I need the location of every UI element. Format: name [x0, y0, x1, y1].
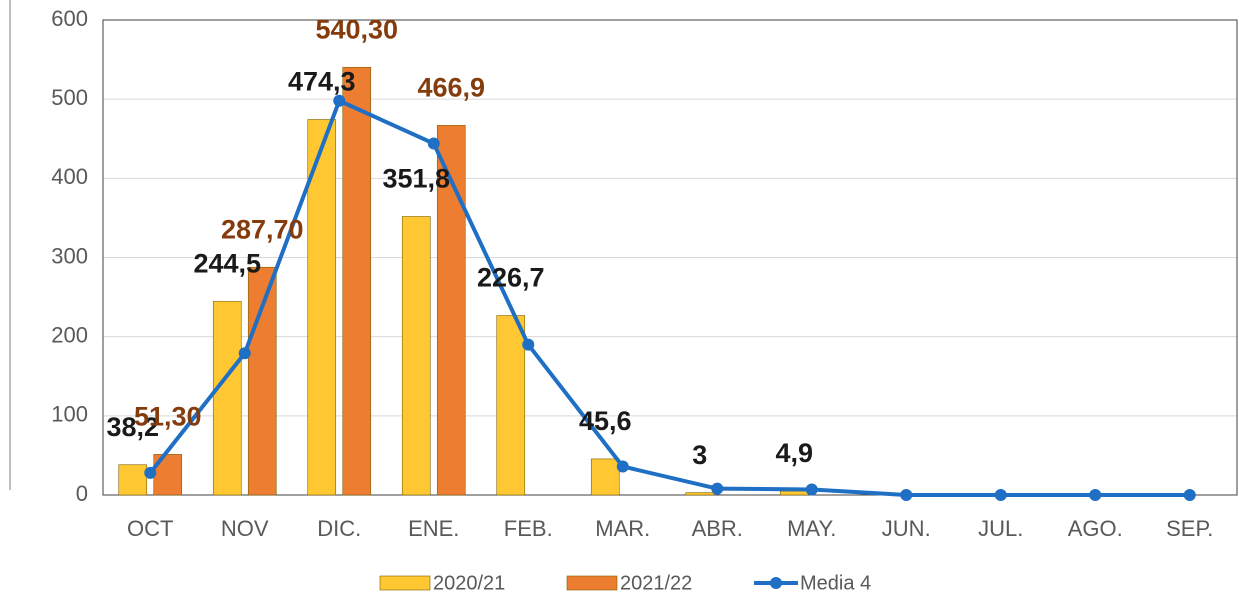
x-tick-label: ABR. — [692, 516, 743, 541]
line-point — [1089, 489, 1102, 501]
bar — [342, 66, 372, 496]
data-label: 540,30 — [315, 14, 398, 44]
bar — [436, 125, 466, 496]
legend-label: 2020/21 — [433, 572, 505, 594]
bar — [401, 216, 431, 496]
data-label: 4,9 — [775, 438, 813, 468]
x-tick-label: NOV — [221, 516, 269, 541]
line-point — [427, 137, 440, 150]
data-label: 45,6 — [579, 406, 632, 436]
data-label: 3 — [692, 440, 707, 470]
data-label: 51,30 — [134, 402, 202, 432]
data-label: 244,5 — [193, 249, 261, 279]
bar — [212, 301, 242, 496]
data-label: 38,2 — [106, 412, 159, 442]
line-point — [711, 482, 724, 495]
y-tick-label: 0 — [76, 481, 88, 506]
y-tick-label: 100 — [51, 402, 88, 427]
x-tick-label: MAY. — [787, 516, 836, 541]
legend-label: Media 4 — [800, 572, 871, 594]
data-label: 226,7 — [477, 263, 545, 293]
data-label: 474,3 — [288, 67, 356, 97]
y-tick-label: 600 — [51, 6, 88, 31]
x-tick-label: OCT — [127, 516, 173, 541]
legend-point — [770, 577, 782, 589]
legend-label: 2021/22 — [620, 572, 692, 594]
plot-border — [102, 19, 1238, 496]
y-tick-label: 200 — [51, 322, 88, 347]
bar — [118, 464, 148, 496]
data-label: 351,8 — [382, 164, 450, 194]
line-point — [1183, 489, 1196, 501]
bar — [496, 315, 526, 496]
line-point — [522, 338, 535, 351]
x-tick-label: JUL. — [978, 516, 1023, 541]
x-tick-label: MAR. — [595, 516, 650, 541]
x-tick-label: DIC. — [317, 516, 361, 541]
line-point — [900, 489, 913, 501]
line-point — [238, 347, 251, 360]
y-tick-label: 300 — [51, 243, 88, 268]
y-tick-label: 400 — [51, 164, 88, 189]
y-tick-label: 500 — [51, 85, 88, 110]
bar — [685, 492, 715, 496]
x-tick-label: ENE. — [408, 516, 459, 541]
legend-swatch — [566, 575, 618, 591]
bar — [307, 119, 337, 496]
x-tick-label: JUN. — [882, 516, 931, 541]
bar — [590, 458, 620, 496]
line-point — [616, 460, 629, 473]
line-point — [333, 94, 346, 107]
x-tick-label: FEB. — [504, 516, 553, 541]
x-tick-label: AGO. — [1068, 516, 1123, 541]
legend-swatch — [379, 575, 431, 591]
line-point — [144, 466, 157, 479]
x-tick-label: SEP. — [1166, 516, 1213, 541]
data-label: 287,70 — [221, 214, 304, 244]
line-point — [805, 483, 818, 496]
line-point — [994, 489, 1007, 501]
data-label: 466,9 — [417, 72, 485, 102]
bar — [779, 490, 809, 496]
line — [148, 98, 1190, 497]
